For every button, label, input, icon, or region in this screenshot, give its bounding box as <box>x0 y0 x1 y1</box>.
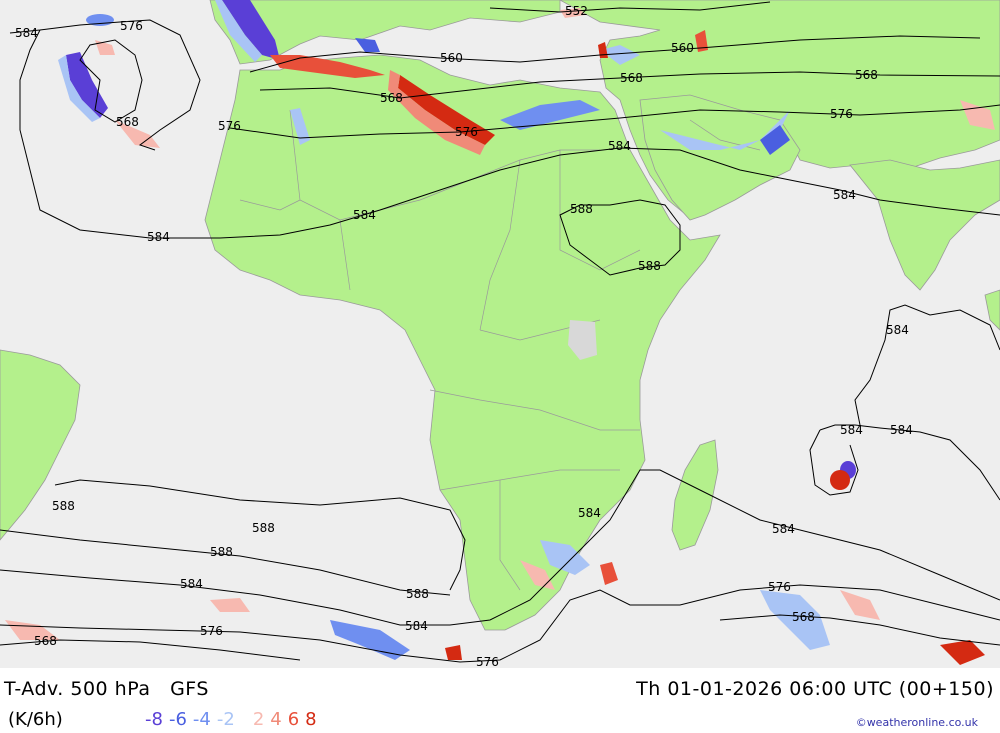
legend-item: 8 <box>305 709 317 730</box>
contour-label: 568 <box>116 115 139 129</box>
contour-label: 588 <box>252 521 275 535</box>
land-madagascar <box>671 439 719 551</box>
contour-label: 568 <box>792 610 815 624</box>
credit-link[interactable]: ©weatheronline.co.uk <box>855 716 978 729</box>
legend-item: -2 <box>216 709 235 730</box>
contour-label: 576 <box>830 107 853 121</box>
contour-label: 576 <box>455 125 478 139</box>
valid-time: Th 01-01-2026 06:00 UTC (00+150) <box>636 678 994 700</box>
advection-cold-layer <box>58 0 856 660</box>
contour-label: 584 <box>772 522 795 536</box>
contour-label: 584 <box>608 139 631 153</box>
contour-label: 568 <box>34 634 57 648</box>
contour-label: 584 <box>578 506 601 520</box>
contour-label: 588 <box>570 202 593 216</box>
contour-label: 568 <box>620 71 643 85</box>
border-lines <box>239 109 761 591</box>
contour-label: 568 <box>380 91 403 105</box>
contour-label-576-south: 576 <box>476 655 499 668</box>
legend-item: 4 <box>270 709 282 730</box>
contour-label: 576 <box>218 119 241 133</box>
contour-label: 576 <box>768 580 791 594</box>
contour-label: 584 <box>890 423 913 437</box>
legend-item: -6 <box>168 709 187 730</box>
color-legend: -8 -6 -4 -2 2 4 6 8 <box>145 709 323 730</box>
land-africa <box>204 54 721 631</box>
contour-label: 584 <box>405 619 428 633</box>
land-small-island <box>984 289 1000 331</box>
weather-map: 552 560 560 568 568 568 568 576 576 576 … <box>0 0 1000 668</box>
contour-label: 576 <box>120 19 143 33</box>
contour-label: 560 <box>671 41 694 55</box>
legend-item: 2 <box>252 709 265 730</box>
contour-label: 584 <box>840 423 863 437</box>
footer-bar <box>0 668 1000 733</box>
land-india <box>849 159 1000 291</box>
contour-label: 560 <box>440 51 463 65</box>
contour-label: 584 <box>886 323 909 337</box>
units-label: (K/6h) <box>8 709 63 730</box>
contour-label: 568 <box>855 68 878 82</box>
land-south-america <box>0 349 81 541</box>
map-canvas: 552 560 560 568 568 568 568 576 576 576 … <box>0 0 1000 668</box>
contour-label: 588 <box>406 587 429 601</box>
contour-lines <box>0 1 1000 663</box>
contour-label: 584 <box>180 577 203 591</box>
contour-label: 588 <box>52 499 75 513</box>
legend-item: -4 <box>192 709 211 730</box>
contour-label: 584 <box>353 208 376 222</box>
contour-label: 584 <box>833 188 856 202</box>
legend-item: 6 <box>287 709 300 730</box>
contour-labels: 552 560 560 568 568 568 568 576 576 576 … <box>15 4 913 668</box>
legend-item: -8 <box>145 709 163 730</box>
contour-label: 588 <box>638 259 661 273</box>
land-layer <box>0 0 1000 631</box>
lake-victoria <box>568 320 597 360</box>
contour-label: 588 <box>210 545 233 559</box>
chart-title: T-Adv. 500 hPa GFS <box>4 678 209 700</box>
contour-label: 584 <box>15 26 38 40</box>
contour-label: 552 <box>565 4 588 18</box>
contour-label: 584 <box>147 230 170 244</box>
contour-label: 576 <box>200 624 223 638</box>
advection-warm-layer <box>5 8 995 665</box>
